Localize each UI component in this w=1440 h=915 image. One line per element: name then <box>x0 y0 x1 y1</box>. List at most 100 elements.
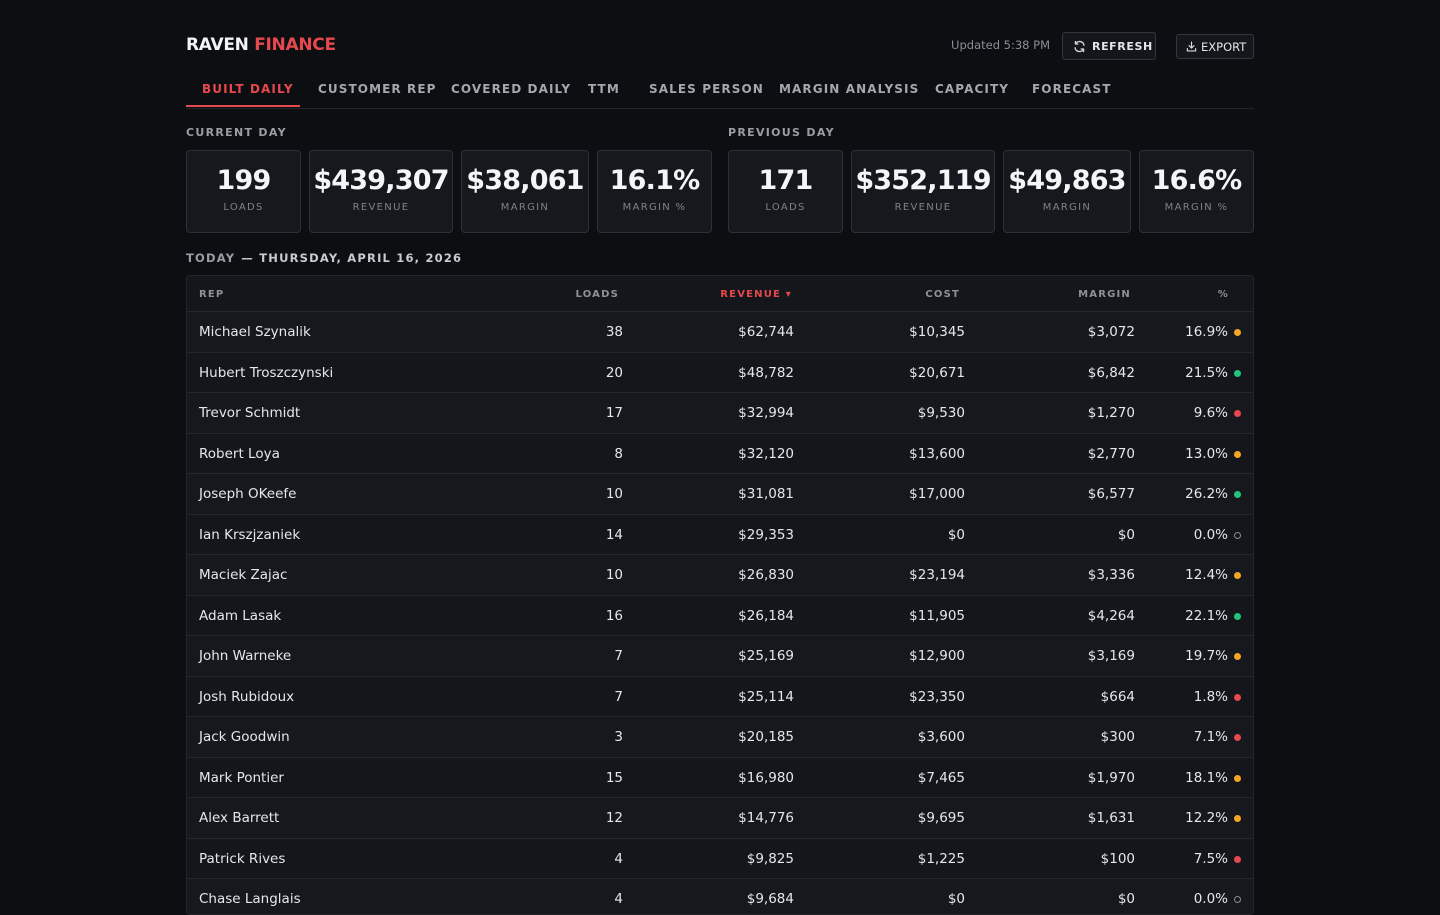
cell-cost: $12,900 <box>909 648 965 664</box>
cell-revenue: $20,185 <box>738 729 794 745</box>
cell-margin: $3,336 <box>1087 567 1135 583</box>
table-row[interactable]: Robert Loya 8 $32,120 $13,600 $2,770 13.0% <box>187 434 1253 474</box>
cell-rep: John Warneke <box>199 648 292 664</box>
cell-cost: $3,600 <box>917 729 965 745</box>
brand-logo: RAVEN FINANCE <box>186 35 336 55</box>
cell-rep: Alex Barrett <box>199 810 280 826</box>
column-header-cost[interactable]: COST <box>925 289 960 300</box>
table-row[interactable]: Mark Pontier 15 $16,980 $7,465 $1,970 18.1% <box>187 758 1253 798</box>
tab-sales-person[interactable]: SALES PERSON <box>649 82 764 96</box>
kpi-card-previous-margin: $49,863 MARGIN <box>1003 150 1131 233</box>
tab-built-daily[interactable]: BUILT DAILY <box>202 82 294 96</box>
refresh-icon <box>1073 40 1086 53</box>
refresh-button[interactable]: REFRESH <box>1062 32 1156 60</box>
cell-margin: $3,169 <box>1087 648 1135 664</box>
cell-margin: $1,631 <box>1087 810 1135 826</box>
cell-revenue: $9,684 <box>746 891 794 907</box>
cell-margin: $6,842 <box>1087 364 1135 381</box>
table-row[interactable]: Ian Krszjzaniek 14 $29,353 $0 $0 0.0% <box>187 515 1253 555</box>
download-icon <box>1186 41 1197 52</box>
kpi-label: LOADS <box>765 202 806 213</box>
status-dot-icon <box>1234 450 1241 458</box>
kpi-card-previous-margin-pct: 16.6% MARGIN % <box>1139 150 1254 233</box>
status-dot-icon <box>1234 410 1241 417</box>
status-dot-icon <box>1234 612 1241 620</box>
kpi-label: MARGIN % <box>1164 202 1229 213</box>
cell-revenue: $48,782 <box>738 364 794 381</box>
table-row[interactable]: Josh Rubidoux 7 $25,114 $23,350 $664 1.8% <box>187 677 1253 717</box>
cell-cost: $0 <box>947 891 965 907</box>
table-row[interactable]: Jack Goodwin 3 $20,185 $3,600 $300 7.1% <box>187 717 1253 758</box>
tab-margin-analysis[interactable]: MARGIN ANALYSIS <box>779 82 920 96</box>
cell-rep: Maciek Zajac <box>199 567 288 583</box>
cell-margin: $4,264 <box>1087 607 1135 624</box>
kpi-label: LOADS <box>223 202 264 213</box>
active-tab-indicator <box>186 105 300 107</box>
kpi-value: $38,061 <box>466 165 584 196</box>
status-dot-icon <box>1234 774 1241 782</box>
tab-customer-rep[interactable]: CUSTOMER REP <box>318 82 437 96</box>
table-row[interactable]: Michael Szynalik 38 $62,744 $10,345 $3,072 16… <box>187 312 1253 353</box>
table-row[interactable]: Adam Lasak 16 $26,184 $11,905 $4,264 22.1% <box>187 596 1253 636</box>
cell-cost: $17,000 <box>909 486 965 502</box>
column-header-margin[interactable]: MARGIN <box>1078 289 1131 300</box>
cell-revenue: $32,994 <box>738 405 794 421</box>
table-row[interactable]: Trevor Schmidt 17 $32,994 $9,530 $1,270 9.6% <box>187 393 1253 434</box>
export-button[interactable]: EXPORT <box>1176 34 1254 59</box>
tab-ttm[interactable]: TTM <box>588 82 620 96</box>
top-bar: RAVEN FINANCE Updated 5:38 PM REFRESH EX… <box>186 32 1254 60</box>
kpi-value: 16.1% <box>609 165 700 196</box>
column-header-revenue[interactable]: REVENUE ▾ <box>720 289 792 300</box>
table-row[interactable]: Joseph OKeefe 10 $31,081 $17,000 $6,577 26.2% <box>187 474 1253 515</box>
table-row[interactable]: Alex Barrett 12 $14,776 $9,695 $1,631 12.2% <box>187 798 1253 839</box>
kpi-label: REVENUE <box>894 202 952 213</box>
cell-rep: Robert Loya <box>199 445 280 462</box>
table-row[interactable]: Hubert Troszczynski 20 $48,782 $20,671 $6,84… <box>187 353 1253 393</box>
cell-revenue: $25,169 <box>738 648 794 664</box>
column-header-pct[interactable]: % <box>1217 289 1229 300</box>
cell-margin: $2,770 <box>1087 445 1135 462</box>
cell-cost: $20,671 <box>909 364 965 381</box>
cell-margin: $6,577 <box>1087 486 1135 502</box>
cell-margin-pct: 18.1% <box>1185 769 1228 786</box>
kpi-value: 199 <box>216 165 272 196</box>
table-row[interactable]: Patrick Rives 4 $9,825 $1,225 $100 7.5% <box>187 839 1253 879</box>
cell-rep: Ian Krszjzaniek <box>199 526 301 543</box>
cell-revenue: $16,980 <box>738 769 794 786</box>
cell-loads: 7 <box>614 688 623 705</box>
cell-margin-pct: 1.8% <box>1193 688 1228 705</box>
kpi-card-current-margin-pct: 16.1% MARGIN % <box>597 150 712 233</box>
cell-margin: $1,970 <box>1087 769 1135 786</box>
cell-loads: 7 <box>614 648 623 664</box>
cell-margin-pct: 9.6% <box>1193 405 1228 421</box>
cell-margin-pct: 12.4% <box>1185 567 1228 583</box>
cell-revenue: $32,120 <box>738 445 794 462</box>
kpi-value: $352,119 <box>855 165 991 196</box>
column-header-rep[interactable]: REP <box>199 289 225 300</box>
cell-rep: Mark Pontier <box>199 769 284 786</box>
cell-loads: 16 <box>605 607 623 624</box>
table-row[interactable]: Chase Langlais 4 $9,684 $0 $0 0.0% <box>187 879 1253 914</box>
cell-revenue: $29,353 <box>738 526 794 543</box>
cell-margin-pct: 22.1% <box>1185 607 1228 624</box>
cell-revenue: $14,776 <box>738 810 794 826</box>
cell-loads: 38 <box>605 324 623 340</box>
column-header-loads[interactable]: LOADS <box>575 289 619 300</box>
table-row[interactable]: John Warneke 7 $25,169 $12,900 $3,169 19.7% <box>187 636 1253 677</box>
kpi-card-current-margin: $38,061 MARGIN <box>461 150 589 233</box>
status-dot-icon <box>1234 491 1241 498</box>
cell-loads: 4 <box>614 850 623 867</box>
cell-loads: 15 <box>605 769 623 786</box>
tab-covered-daily[interactable]: COVERED DAILY <box>451 82 572 96</box>
cell-margin: $3,072 <box>1087 324 1135 340</box>
cell-rep: Patrick Rives <box>199 850 286 867</box>
brand-name-part2: FINANCE <box>254 35 336 55</box>
status-dot-icon <box>1234 815 1241 822</box>
cell-margin: $664 <box>1100 688 1135 705</box>
cell-margin-pct: 13.0% <box>1185 445 1228 462</box>
cell-loads: 14 <box>605 526 623 543</box>
tab-forecast[interactable]: FORECAST <box>1032 82 1112 96</box>
table-row[interactable]: Maciek Zajac 10 $26,830 $23,194 $3,336 12.4% <box>187 555 1253 596</box>
kpi-label: REVENUE <box>352 202 410 213</box>
tab-capacity[interactable]: CAPACITY <box>935 82 1010 96</box>
